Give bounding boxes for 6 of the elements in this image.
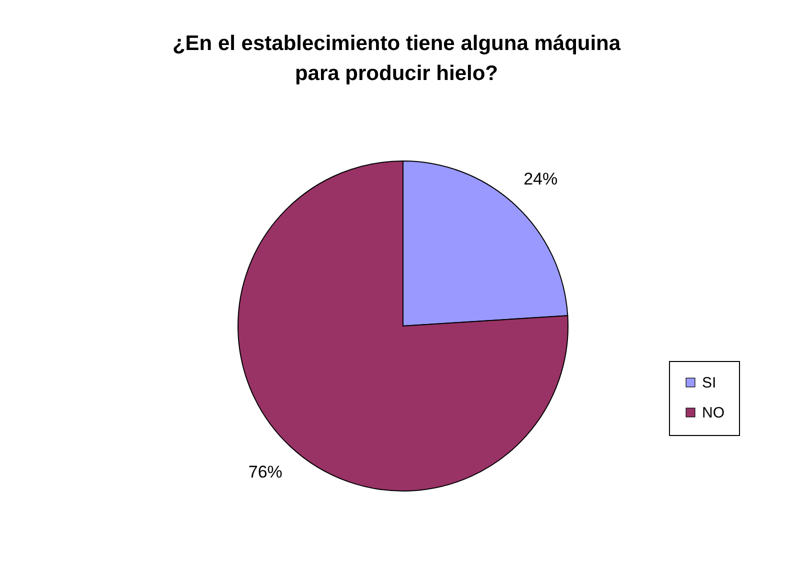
data-label: 24% [524,169,558,188]
pie-slice [238,160,568,492]
data-label: 76% [248,462,282,482]
legend-label: SI [702,374,716,392]
chart-title: ¿En el establecimiento tiene alguna máquina para producir hielo? [172,32,621,85]
legend-label: NO [702,404,724,422]
